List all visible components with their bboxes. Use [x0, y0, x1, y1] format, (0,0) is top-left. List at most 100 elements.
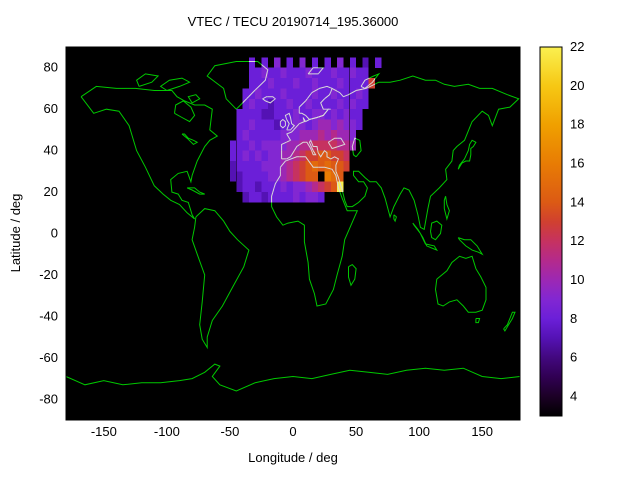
coastline	[261, 96, 277, 104]
heatmap-cell	[248, 67, 256, 79]
heatmap-cell	[324, 171, 331, 182]
coastline	[430, 220, 443, 241]
heatmap-cell	[343, 161, 350, 172]
heatmap-cell	[330, 161, 338, 172]
x-tick-label: 50	[349, 424, 363, 439]
heatmap-cell	[343, 109, 350, 120]
heatmap-cell	[337, 67, 344, 79]
y-tick-label: 40	[44, 143, 58, 158]
heatmap-cell	[261, 88, 268, 99]
colorbar-tick-label: 20	[570, 78, 584, 93]
heatmap-cell	[311, 88, 319, 99]
heatmap-cell	[318, 161, 325, 172]
heatmap-cell	[286, 67, 294, 79]
heatmap-cell	[330, 67, 338, 79]
chart-title: VTEC / TECU 20190714_195.36000	[187, 14, 399, 29]
heatmap-cell	[274, 109, 281, 120]
heatmap-cell	[242, 150, 249, 161]
coastline	[191, 208, 250, 350]
heatmap-cell	[236, 181, 243, 193]
x-tick-label: -100	[154, 424, 180, 439]
heatmap-cell	[280, 150, 287, 161]
heatmap-cell	[280, 161, 287, 172]
heatmap-cell	[318, 171, 325, 182]
heatmap-cell	[330, 129, 338, 141]
heatmap-cell	[311, 119, 319, 130]
heatmap-cell	[274, 67, 281, 79]
colorbar-tick-label: 16	[570, 156, 584, 171]
heatmap-cell	[349, 67, 357, 79]
colorbar-tick-label: 10	[570, 272, 584, 287]
heatmap-cell	[293, 88, 300, 99]
heatmap-cell	[267, 192, 275, 203]
heatmap-cell	[286, 78, 294, 89]
heatmap-cell	[299, 150, 306, 161]
heatmap-cell	[299, 140, 306, 151]
heatmap-cell	[242, 161, 249, 172]
heatmap-cell	[255, 119, 262, 130]
heatmap-cell	[349, 119, 357, 130]
heatmap-cell	[267, 88, 275, 99]
heatmap-cell	[267, 129, 275, 141]
heatmap-cell	[343, 119, 350, 130]
heatmap-cell	[311, 129, 319, 141]
heatmap-cell	[242, 171, 249, 182]
heatmap-cell	[242, 181, 249, 193]
heatmap-cell	[293, 192, 300, 203]
heatmap-cell	[293, 129, 300, 141]
coastline	[159, 77, 191, 91]
heatmap-cell	[242, 109, 249, 120]
heatmap-cell	[330, 181, 338, 193]
heatmap-cell	[248, 140, 256, 151]
heatmap-cell	[324, 161, 331, 172]
heatmap-cell	[267, 181, 275, 193]
heatmap-cell	[311, 150, 319, 161]
coastline	[348, 263, 357, 287]
coastline	[327, 137, 346, 150]
coastline	[65, 363, 521, 392]
heatmap-cell	[305, 181, 312, 193]
heatmap-cell	[362, 67, 369, 79]
heatmap-cell	[349, 78, 357, 89]
heatmap-cell	[330, 109, 338, 120]
heatmap-cell	[318, 78, 325, 89]
heatmap-cell	[293, 67, 300, 79]
heatmap-cell	[255, 88, 262, 99]
heatmap-cell	[305, 109, 312, 120]
heatmap-cell	[286, 192, 294, 203]
coastline	[457, 139, 477, 170]
heatmap-cell	[299, 57, 306, 68]
heatmap-cell	[242, 140, 249, 151]
plot-border	[65, 46, 521, 421]
colorbar-tick-label: 18	[570, 117, 584, 132]
coastline	[412, 222, 439, 252]
heatmap-cell	[299, 192, 306, 203]
heatmap-cell	[324, 67, 331, 79]
heatmap-cell	[318, 119, 325, 130]
x-axis-label: Longitude / deg	[248, 450, 338, 465]
heatmap-cell	[236, 109, 243, 120]
heatmap-cell	[324, 98, 331, 110]
heatmap-cell	[299, 109, 306, 120]
heatmap-cell	[236, 119, 243, 130]
heatmap-cell	[255, 171, 262, 182]
heatmap-cell	[248, 150, 256, 161]
heatmap-cell	[324, 129, 331, 141]
heatmap-cell	[286, 98, 294, 110]
y-tick-label: 20	[44, 184, 58, 199]
heatmap-cell	[274, 192, 281, 203]
heatmap-cell	[343, 67, 350, 79]
heatmap-cell	[255, 150, 262, 161]
heatmap-cell	[236, 161, 243, 172]
heatmap-cell	[242, 98, 249, 110]
colorbar-tick-label: 4	[570, 389, 577, 404]
y-tick-label: -80	[39, 391, 58, 406]
heatmap-cell	[236, 171, 243, 182]
heatmap-cell	[261, 109, 268, 120]
heatmap-cell	[318, 109, 325, 120]
heatmap-cell	[337, 129, 344, 141]
heatmap-cell	[248, 181, 256, 193]
coastline	[187, 94, 201, 104]
heatmap-cell	[293, 171, 300, 182]
heatmap-cell	[248, 119, 256, 130]
